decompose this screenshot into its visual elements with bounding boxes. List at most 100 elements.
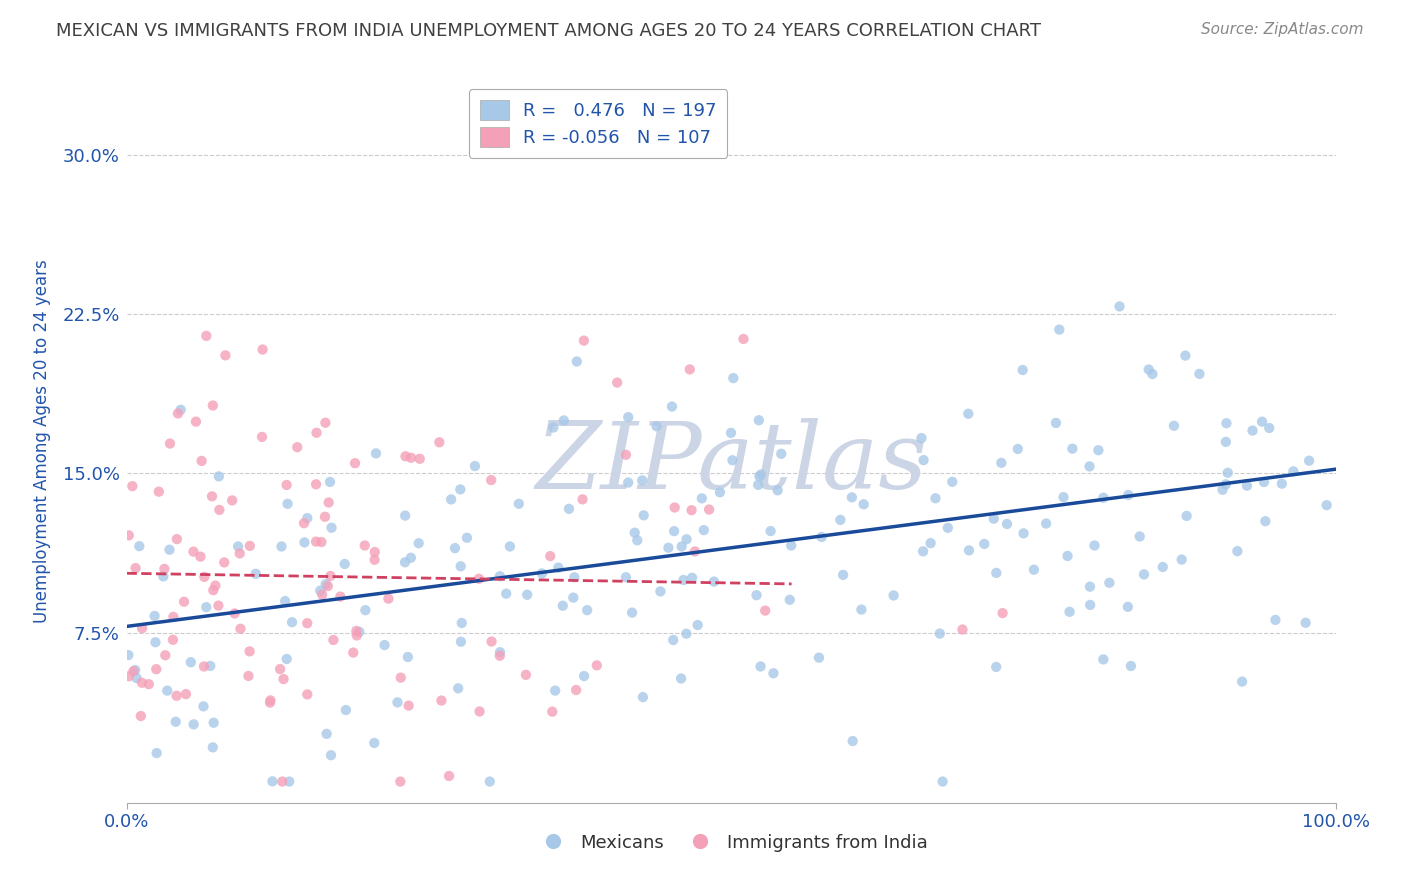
Point xyxy=(565,354,588,368)
Point xyxy=(1258,421,1281,435)
Point xyxy=(364,446,387,460)
Point xyxy=(631,690,654,705)
Point xyxy=(440,492,463,507)
Point xyxy=(551,599,574,613)
Point xyxy=(675,533,697,547)
Point xyxy=(364,545,387,559)
Point xyxy=(349,624,371,639)
Point xyxy=(274,594,297,608)
Legend: Mexicans, Immigrants from India: Mexicans, Immigrants from India xyxy=(527,826,935,859)
Point xyxy=(1087,443,1109,458)
Point xyxy=(278,774,301,789)
Point xyxy=(748,413,770,427)
Point xyxy=(437,769,460,783)
Point xyxy=(543,420,565,434)
Point xyxy=(124,561,146,575)
Point xyxy=(180,655,202,669)
Point xyxy=(703,574,725,589)
Point xyxy=(193,699,215,714)
Point xyxy=(553,413,575,427)
Point xyxy=(297,616,319,631)
Point xyxy=(449,483,471,497)
Y-axis label: Unemployment Among Ages 20 to 24 years: Unemployment Among Ages 20 to 24 years xyxy=(34,260,51,624)
Point xyxy=(183,544,205,558)
Point xyxy=(145,635,167,649)
Point xyxy=(167,406,190,420)
Point xyxy=(128,539,150,553)
Point xyxy=(305,425,328,440)
Point xyxy=(121,479,143,493)
Point xyxy=(259,693,281,707)
Point xyxy=(159,542,181,557)
Text: Source: ZipAtlas.com: Source: ZipAtlas.com xyxy=(1201,22,1364,37)
Point xyxy=(447,681,470,696)
Point xyxy=(262,774,284,789)
Point xyxy=(450,615,472,630)
Point xyxy=(169,402,191,417)
Point xyxy=(617,410,640,425)
Point xyxy=(928,626,950,640)
Point xyxy=(516,588,538,602)
Point xyxy=(991,606,1014,620)
Point xyxy=(269,662,291,676)
Point xyxy=(645,419,668,434)
Point xyxy=(633,508,655,523)
Point xyxy=(1174,349,1197,363)
Point xyxy=(571,492,593,507)
Point xyxy=(912,544,935,558)
Point xyxy=(910,431,932,445)
Point xyxy=(606,376,628,390)
Point xyxy=(427,435,450,450)
Point xyxy=(1271,476,1294,491)
Point xyxy=(319,748,342,763)
Point xyxy=(489,645,512,659)
Point xyxy=(681,571,703,585)
Point xyxy=(621,606,644,620)
Point xyxy=(238,669,260,683)
Point xyxy=(986,566,1008,580)
Point xyxy=(363,553,385,567)
Point xyxy=(208,469,231,483)
Point xyxy=(239,644,262,658)
Point xyxy=(239,539,262,553)
Point xyxy=(488,648,510,663)
Point xyxy=(1253,475,1275,489)
Point xyxy=(479,473,502,487)
Point xyxy=(464,458,486,473)
Point xyxy=(165,714,187,729)
Point xyxy=(749,659,772,673)
Point xyxy=(229,622,252,636)
Point xyxy=(297,687,319,701)
Point xyxy=(1078,580,1101,594)
Point xyxy=(276,478,298,492)
Point xyxy=(389,671,412,685)
Point xyxy=(450,559,472,574)
Point xyxy=(489,569,512,583)
Point xyxy=(122,664,145,678)
Point xyxy=(1007,442,1029,456)
Point xyxy=(354,603,377,617)
Point xyxy=(200,659,222,673)
Text: ZIPatlas: ZIPatlas xyxy=(536,418,927,508)
Point xyxy=(201,740,224,755)
Point xyxy=(155,648,177,663)
Point xyxy=(1062,442,1084,456)
Point xyxy=(807,650,830,665)
Point xyxy=(270,540,292,554)
Point xyxy=(450,634,472,648)
Point xyxy=(941,475,963,489)
Point xyxy=(1215,434,1237,449)
Point xyxy=(478,774,501,789)
Point xyxy=(748,469,770,483)
Point xyxy=(285,440,308,454)
Point xyxy=(1098,575,1121,590)
Point xyxy=(499,540,522,554)
Point xyxy=(564,570,586,584)
Point xyxy=(297,511,319,525)
Point xyxy=(936,521,959,535)
Point xyxy=(766,483,789,498)
Point xyxy=(124,663,146,677)
Point xyxy=(957,407,980,421)
Point xyxy=(841,491,863,505)
Point xyxy=(318,495,340,509)
